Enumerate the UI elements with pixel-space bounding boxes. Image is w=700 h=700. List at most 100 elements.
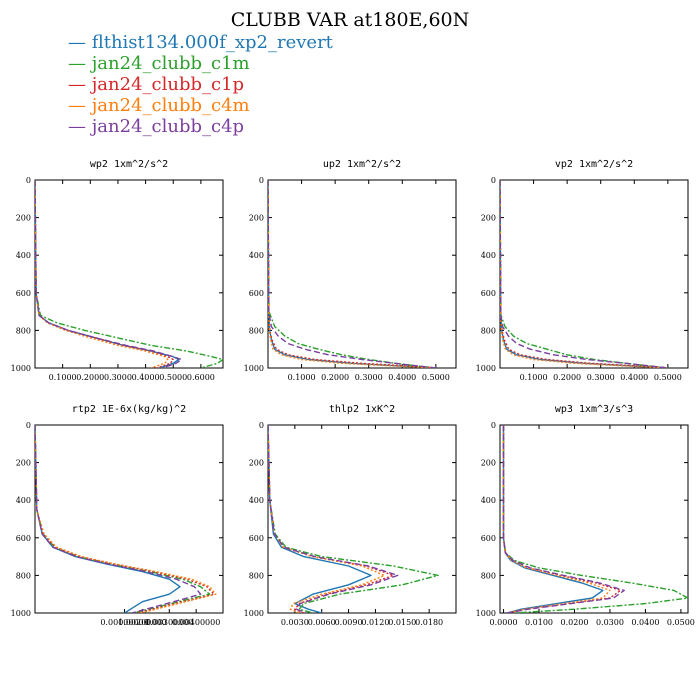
legend-entry: — jan24_clubb_c4m (68, 95, 250, 116)
series-line (268, 180, 436, 368)
series-line (268, 180, 436, 368)
y-tick-label: 200 (16, 459, 31, 468)
x-tick-label: 0.0300 (596, 618, 624, 627)
y-tick-label: 400 (481, 496, 496, 505)
plot-frame (34, 424, 224, 614)
legend-entry: — jan24_clubb_c4p (68, 116, 244, 137)
series-line (502, 425, 611, 613)
series-line (268, 425, 399, 613)
x-tick-label: 0.4000 (388, 373, 416, 382)
series-line (35, 425, 215, 613)
panel: thlp2 1xK^2 0 200 400 600 800 1000 0.00300.0060… (244, 404, 457, 627)
series-line (268, 425, 386, 613)
figure-title: CLUBB VAR at180E,60N (231, 9, 470, 31)
x-tick-label: 0.5000 (422, 373, 450, 382)
series-line (502, 425, 604, 613)
y-tick-label: 0 (259, 176, 264, 185)
x-tick-label: 0.0060 (308, 618, 336, 627)
series-line (502, 425, 622, 613)
y-tick-label: 600 (481, 289, 496, 298)
y-tick-label: 200 (249, 459, 264, 468)
series-line (268, 425, 394, 613)
panel: wp3 1xm^3/s^3 0 200 400 600 800 10000.0000 0.01… (476, 404, 695, 627)
x-tick-label: 0.1000 (49, 373, 77, 382)
y-tick-label: 600 (16, 534, 31, 543)
y-tick-label: 400 (249, 251, 264, 260)
series-line (500, 180, 668, 368)
series-line (500, 180, 668, 368)
series-line (35, 180, 180, 368)
y-tick-label: 1000 (11, 609, 31, 618)
y-tick-label: 400 (16, 496, 31, 505)
x-tick-label: 0.6000 (187, 373, 215, 382)
panel-title: rtp2 1E-6x(kg/kg)^2 (72, 404, 186, 415)
x-tick-label: 0.1000 (288, 373, 316, 382)
plot-frame (267, 179, 457, 369)
y-tick-label: 1000 (11, 364, 31, 373)
y-tick-label: 1000 (476, 364, 496, 373)
panel-title: thlp2 1xK^2 (329, 404, 395, 415)
x-tick-label: 0.0200 (560, 618, 588, 627)
series-line (35, 180, 183, 368)
x-tick-label: 0.0500 (667, 618, 695, 627)
x-tick-label: 0.5000 (654, 373, 682, 382)
legend-entry: — flthist134.000f_xp2_revert (68, 32, 334, 53)
x-tick-label: 0.2000 (76, 373, 104, 382)
y-tick-label: 0 (259, 421, 264, 430)
x-tick-label: 0.0180 (415, 618, 443, 627)
series-line (502, 425, 625, 613)
y-tick-label: 800 (249, 326, 264, 335)
plot-frame (499, 179, 689, 369)
series-line (268, 180, 436, 368)
series-line (500, 180, 668, 368)
x-tick-label: 0.2000 (553, 373, 581, 382)
y-tick-label: 800 (249, 571, 264, 580)
x-tick-label: 0.0090 (335, 618, 363, 627)
y-tick-label: 400 (249, 496, 264, 505)
x-tick-label: 0.00100000 (100, 618, 148, 627)
y-tick-label: 600 (16, 289, 31, 298)
y-tick-label: 0 (491, 176, 496, 185)
y-tick-label: 200 (481, 214, 496, 223)
panel: vp2 1xm^2/s^2 0 200 400 600 800 1000 0.1000 0.20… (476, 159, 689, 382)
x-tick-label: 0.5000 (159, 373, 187, 382)
y-tick-label: 600 (249, 534, 264, 543)
x-tick-label: 0.0000 (490, 618, 518, 627)
y-tick-label: 800 (481, 571, 496, 580)
series-line (500, 180, 668, 368)
series-line (268, 180, 436, 368)
y-tick-label: 800 (481, 326, 496, 335)
legend: — flthist134.000f_xp2_revert— jan24_club… (68, 32, 334, 137)
y-tick-label: 1000 (244, 609, 264, 618)
plot-frame (499, 424, 689, 614)
x-tick-label: 0.4000 (620, 373, 648, 382)
panel: wp2 1xm^2/s^2 0 200 400 600 800 1000 0.1000 0.20… (11, 159, 224, 382)
y-tick-label: 400 (481, 251, 496, 260)
x-tick-label: 0.0120 (361, 618, 389, 627)
plot-frame (267, 424, 457, 614)
series-line (268, 180, 436, 368)
y-tick-label: 800 (16, 571, 31, 580)
x-tick-label: 0.2000 (321, 373, 349, 382)
series-line (268, 425, 372, 613)
y-tick-label: 0 (491, 421, 496, 430)
panel-title: vp2 1xm^2/s^2 (555, 159, 633, 170)
y-tick-label: 600 (249, 289, 264, 298)
y-tick-label: 400 (16, 251, 31, 260)
series-line (35, 180, 223, 368)
series-line (35, 425, 202, 613)
x-tick-label: 0.00200000 (118, 618, 166, 627)
y-tick-label: 0 (26, 176, 31, 185)
x-tick-label: 0.3000 (587, 373, 615, 382)
series-line (35, 425, 211, 613)
x-tick-label: 0.0400 (631, 618, 659, 627)
series-line (35, 180, 174, 368)
legend-entry: — jan24_clubb_c1m (68, 53, 250, 74)
series-line (35, 425, 181, 613)
y-tick-label: 200 (249, 214, 264, 223)
x-tick-label: 0.00300000 (145, 618, 193, 627)
panel: rtp2 1E-6x(kg/kg)^2 0 200 400 600 800 1000 0.00… (11, 404, 224, 627)
y-tick-label: 200 (481, 459, 496, 468)
